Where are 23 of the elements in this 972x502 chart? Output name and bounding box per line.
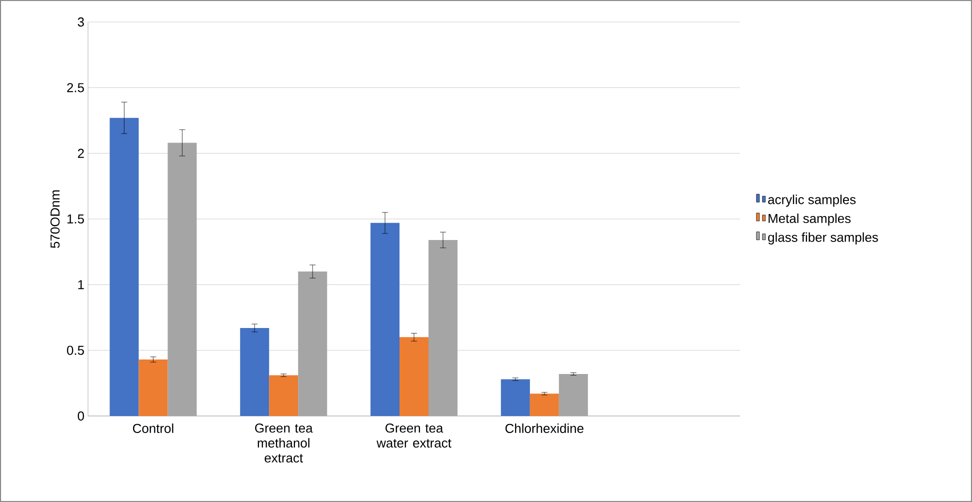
- bar: [240, 328, 270, 416]
- x-tick-label: Control: [132, 424, 174, 434]
- bar: [500, 379, 530, 416]
- y-tick-label: 1.5: [67, 214, 84, 224]
- legend-label: glass fiber samples: [768, 232, 878, 244]
- y-tick-label: 0: [78, 411, 84, 421]
- y-tick-label: 2: [78, 148, 84, 158]
- x-tick-label: Chlorhexidine: [505, 424, 584, 434]
- y-tick-label: 0.5: [66, 346, 84, 355]
- bar: [110, 118, 139, 416]
- legend-label: Metal samples: [768, 214, 851, 226]
- x-tick-label: Green tea water extract: [376, 424, 452, 448]
- bar: [530, 394, 559, 416]
- y-tick-label: 3: [78, 17, 84, 27]
- bar: [400, 337, 429, 416]
- bar: [138, 360, 168, 416]
- legend-label: acrylic samples: [768, 194, 856, 207]
- bar: [370, 222, 400, 416]
- bar: [269, 375, 298, 416]
- x-tick-label: Green tea methanol extract: [255, 424, 313, 463]
- y-axis-title: 570ODnm: [50, 190, 60, 248]
- y-tick-label: 2.5: [67, 83, 84, 92]
- y-tick-label: 1: [78, 280, 84, 290]
